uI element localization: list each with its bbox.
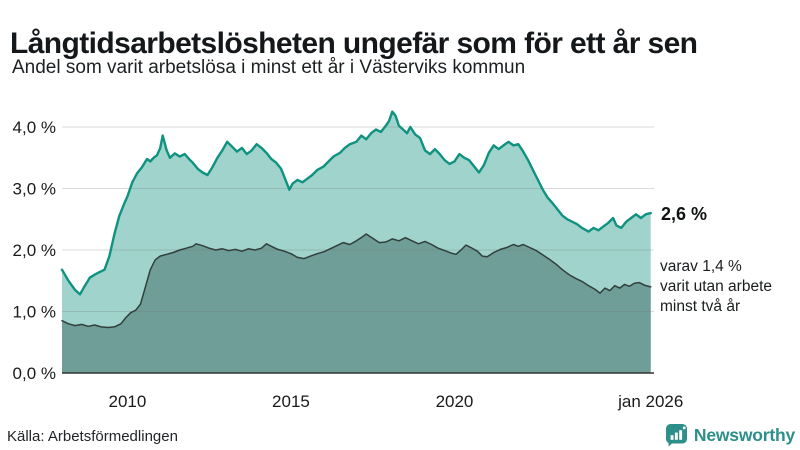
newsworthy-logo: Newsworthy xyxy=(665,423,795,447)
annotation-line-1: varav 1,4 % xyxy=(660,258,742,275)
area-fill-series-2 xyxy=(62,234,651,373)
x-tick-label-2010: 2010 xyxy=(109,392,147,411)
line-series-2 xyxy=(61,233,652,329)
x-tick-label-2015: 2015 xyxy=(272,392,310,411)
x-tick-label-2020: 2020 xyxy=(436,392,474,411)
x-tick-label-jan-2026: jan 2026 xyxy=(617,392,683,411)
y-tick-label-1: 1,0 % xyxy=(13,303,56,322)
series-annotation-label: varav 1,4 % varit utan arbete minst två … xyxy=(660,257,772,317)
chart-title: Långtidsarbetslösheten ungefär som för e… xyxy=(10,27,698,61)
y-tick-label-4: 4,0 % xyxy=(13,118,56,137)
chart-subtitle: Andel som varit arbetslösa i minst ett å… xyxy=(12,57,526,78)
source-credit: Källa: Arbetsförmedlingen xyxy=(7,428,178,445)
annotation-line-3: minst två år xyxy=(660,298,741,315)
line-series-1 xyxy=(60,110,652,296)
series-end-value-label: 2,6 % xyxy=(661,204,708,224)
newsworthy-logo-text: Newsworthy xyxy=(693,424,795,445)
bar-chart-speech-bubble-icon xyxy=(665,424,687,447)
y-tick-label-3: 3,0 % xyxy=(13,180,56,199)
annotation-line-2: varit utan arbete xyxy=(660,278,773,295)
y-tick-label-2: 2,0 % xyxy=(13,241,56,260)
y-tick-label-0: 0,0 % xyxy=(13,364,56,383)
